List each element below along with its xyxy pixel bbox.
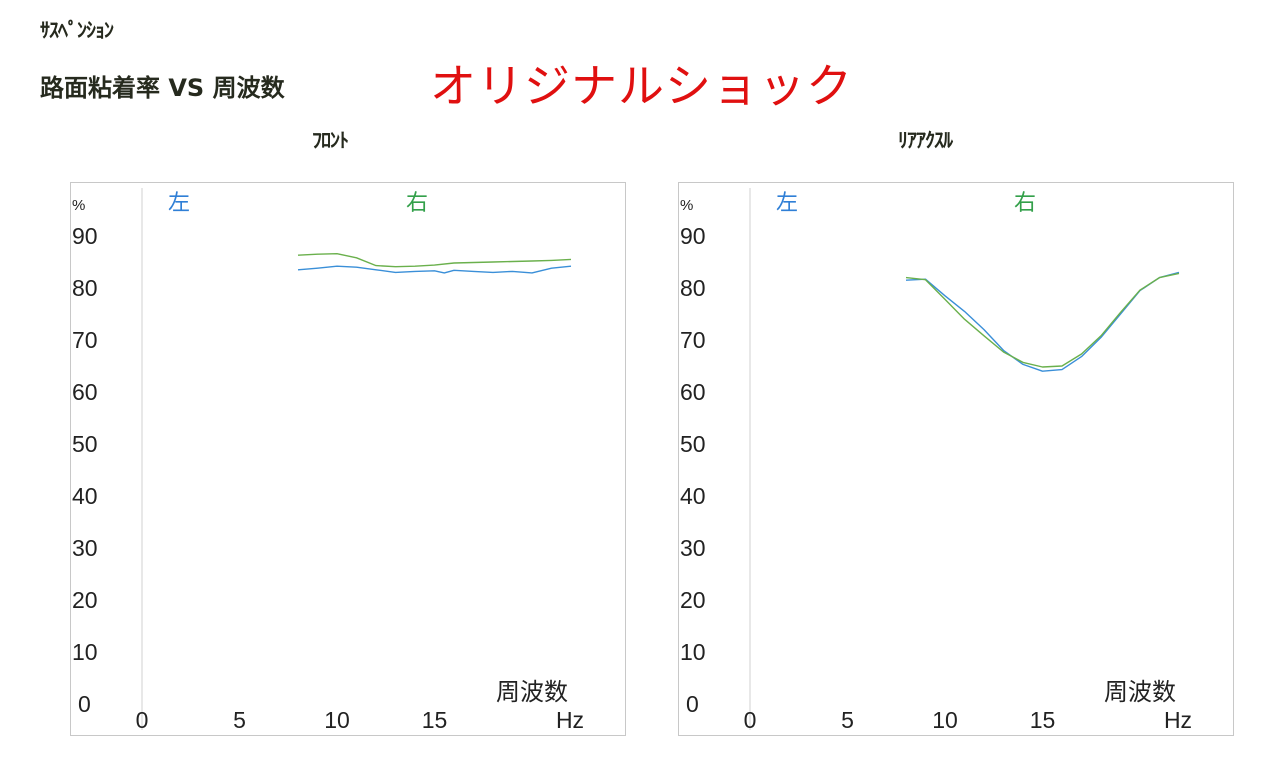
x-tick-label: 15	[1030, 707, 1056, 733]
legend-label: 右	[406, 191, 428, 216]
legend-label: 左	[776, 191, 798, 216]
y-tick-label: 50	[680, 431, 706, 457]
x-unit-label: Hz	[556, 707, 584, 733]
y-tick-label: 0	[686, 691, 699, 717]
chart-panel-front: 0 10 20 30 40 50 60 70 80 90 0 5 10 15% Hz 周波数 左 右	[70, 182, 626, 736]
series-line	[905, 271, 1180, 372]
y-tick-label: 90	[72, 223, 98, 249]
y-tick-label: 30	[680, 535, 706, 561]
x-tick-label: 5	[841, 707, 854, 733]
y-tick-label: 30	[72, 535, 98, 561]
y-tick-label: 10	[72, 639, 98, 665]
x-axis-label: 周波数	[496, 678, 568, 706]
banner-text: オリジナルショック	[430, 59, 853, 113]
y-tick-label: 10	[680, 639, 706, 665]
y-unit-label: %	[680, 197, 693, 214]
x-tick-label: 10	[324, 707, 350, 733]
y-tick-label: 40	[680, 483, 706, 509]
chart-panel-rear: 0 10 20 30 40 50 60 70 80 90 0 5 10 15% Hz 周波数 左 右	[678, 182, 1234, 736]
x-tick-label: 0	[744, 707, 757, 733]
y-tick-label: 20	[680, 587, 706, 613]
y-tick-label: 50	[72, 431, 98, 457]
x-unit-label: Hz	[1164, 707, 1192, 733]
x-tick-label: 0	[136, 707, 149, 733]
y-tick-label: 80	[72, 275, 98, 301]
chart-title-rear: ﾘｱｱｸｽﾙ	[898, 128, 953, 152]
y-unit-label: %	[72, 197, 85, 214]
x-tick-label: 15	[422, 707, 448, 733]
legend-label: 左	[168, 191, 190, 216]
y-tick-label: 70	[72, 327, 98, 353]
series-line	[905, 272, 1180, 368]
document-subtitle: 路面粘着率 VS 周波数	[40, 74, 285, 102]
y-tick-label: 60	[72, 379, 98, 405]
series-line	[297, 252, 572, 268]
chart-frame	[678, 182, 1234, 736]
document-title: ｻｽﾍﾟﾝｼｮﾝ	[40, 18, 114, 42]
series-line	[297, 265, 572, 274]
y-tick-label: 20	[72, 587, 98, 613]
y-tick-label: 0	[78, 691, 91, 717]
x-tick-label: 5	[233, 707, 246, 733]
chart-frame	[70, 182, 626, 736]
y-tick-label: 40	[72, 483, 98, 509]
y-tick-label: 60	[680, 379, 706, 405]
x-axis-label: 周波数	[1104, 678, 1176, 706]
legend-label: 右	[1014, 191, 1036, 216]
x-tick-label: 10	[932, 707, 958, 733]
y-tick-label: 90	[680, 223, 706, 249]
y-tick-label: 70	[680, 327, 706, 353]
chart-title-front: ﾌﾛﾝﾄ	[312, 128, 349, 152]
y-tick-label: 80	[680, 275, 706, 301]
